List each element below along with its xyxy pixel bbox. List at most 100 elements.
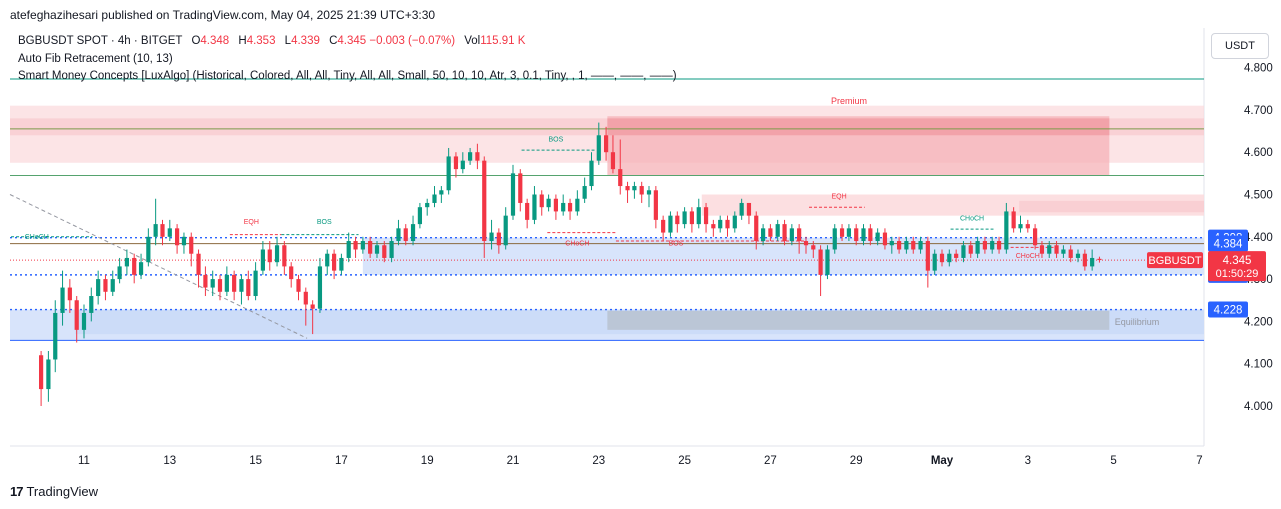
candle-up[interactable] — [832, 228, 837, 250]
candle-up[interactable] — [224, 274, 229, 292]
candle-down[interactable] — [675, 215, 680, 225]
currency-button[interactable]: USDT — [1211, 33, 1269, 59]
candle-up[interactable] — [89, 296, 94, 313]
candle-down[interactable] — [353, 241, 358, 250]
candle-up[interactable] — [918, 241, 923, 250]
candle-down[interactable] — [839, 228, 845, 237]
candle-down[interactable] — [332, 253, 337, 271]
candle-down[interactable] — [539, 194, 544, 208]
candle-up[interactable] — [646, 190, 652, 195]
symbol-badge[interactable] — [1147, 252, 1203, 269]
candle-up[interactable] — [425, 202, 430, 208]
candle-up[interactable] — [181, 236, 187, 246]
candle-up[interactable] — [596, 135, 601, 161]
candle-down[interactable] — [1039, 245, 1045, 254]
candle-up[interactable] — [510, 173, 516, 216]
candle-up[interactable] — [975, 241, 980, 254]
candle-up[interactable] — [732, 215, 737, 229]
candle-down[interactable] — [196, 253, 201, 275]
candle-up[interactable] — [761, 228, 766, 242]
candle-up[interactable] — [739, 202, 744, 216]
candle-up[interactable] — [1090, 257, 1095, 267]
candle-up[interactable] — [210, 279, 215, 288]
candle-up[interactable] — [439, 190, 444, 195]
candle-up[interactable] — [503, 215, 508, 246]
candle-up[interactable] — [532, 194, 537, 220]
candle-down[interactable] — [1025, 224, 1030, 229]
candle-up[interactable] — [990, 241, 995, 250]
candle-down[interactable] — [661, 219, 666, 233]
candle-down[interactable] — [854, 228, 859, 242]
candle-up[interactable] — [81, 312, 87, 330]
candle-down[interactable] — [160, 224, 165, 237]
candle-up[interactable] — [110, 279, 115, 292]
tradingview-logo[interactable]: 17 TradingView — [10, 484, 98, 499]
candle-down[interactable] — [603, 135, 609, 153]
candle-down[interactable] — [496, 232, 501, 246]
candle-up[interactable] — [682, 211, 687, 225]
candle-up[interactable] — [260, 249, 265, 271]
candle-down[interactable] — [653, 190, 658, 220]
candle-up[interactable] — [789, 228, 794, 242]
candle-up[interactable] — [696, 207, 701, 225]
candle-up[interactable] — [389, 241, 394, 258]
candle-up[interactable] — [632, 186, 637, 191]
candle-down[interactable] — [453, 156, 459, 170]
candle-down[interactable] — [553, 198, 558, 212]
candle-down[interactable] — [1032, 228, 1038, 246]
candle-down[interactable] — [1097, 258, 1102, 261]
candle-down[interactable] — [811, 245, 816, 250]
candle-down[interactable] — [303, 291, 308, 305]
candle-down[interactable] — [103, 279, 108, 292]
candle-down[interactable] — [282, 245, 287, 267]
candle-down[interactable] — [954, 253, 959, 258]
candle-up[interactable] — [432, 194, 437, 203]
candle-up[interactable] — [932, 253, 937, 271]
candle-down[interactable] — [67, 287, 72, 301]
candle-up[interactable] — [60, 287, 65, 313]
candle-up[interactable] — [446, 156, 451, 191]
candle-up[interactable] — [861, 228, 866, 242]
candle-up[interactable] — [904, 241, 909, 250]
candle-up[interactable] — [53, 312, 58, 360]
candle-down[interactable] — [1054, 245, 1059, 254]
candle-down[interactable] — [968, 245, 973, 254]
candle-down[interactable] — [246, 279, 251, 297]
candle-down[interactable] — [403, 228, 408, 242]
candle-down[interactable] — [618, 169, 623, 187]
candle-up[interactable] — [1075, 253, 1081, 258]
candle-down[interactable] — [203, 274, 208, 288]
candle-up[interactable] — [947, 253, 952, 263]
candle-down[interactable] — [174, 228, 180, 246]
candle-down[interactable] — [132, 257, 137, 275]
candle-down[interactable] — [518, 173, 523, 203]
candle-up[interactable] — [1047, 245, 1052, 254]
candle-down[interactable] — [797, 228, 802, 242]
candle-up[interactable] — [546, 198, 551, 208]
candle-up[interactable] — [417, 207, 423, 225]
candle-up[interactable] — [718, 219, 723, 229]
candle-down[interactable] — [803, 241, 809, 246]
candle-down[interactable] — [996, 241, 1002, 250]
candle-up[interactable] — [1018, 224, 1023, 229]
last-price-badge[interactable] — [1208, 251, 1266, 282]
candle-down[interactable] — [1068, 249, 1073, 258]
candle-up[interactable] — [468, 152, 473, 161]
candle-up[interactable] — [167, 228, 172, 237]
candle-down[interactable] — [818, 249, 823, 275]
price-level-badge[interactable] — [1208, 235, 1248, 252]
candle-up[interactable] — [825, 249, 830, 275]
candle-down[interactable] — [296, 279, 301, 292]
candle-down[interactable] — [382, 245, 387, 258]
candle-up[interactable] — [889, 241, 894, 246]
candle-up[interactable] — [117, 266, 122, 280]
candle-down[interactable] — [610, 152, 616, 170]
candle-down[interactable] — [1082, 253, 1087, 267]
candle-down[interactable] — [217, 279, 223, 292]
candle-down[interactable] — [746, 202, 752, 216]
candle-down[interactable] — [982, 241, 987, 250]
candle-up[interactable] — [253, 270, 258, 297]
price-level-badge[interactable] — [1208, 301, 1248, 318]
candle-up[interactable] — [1004, 211, 1009, 250]
